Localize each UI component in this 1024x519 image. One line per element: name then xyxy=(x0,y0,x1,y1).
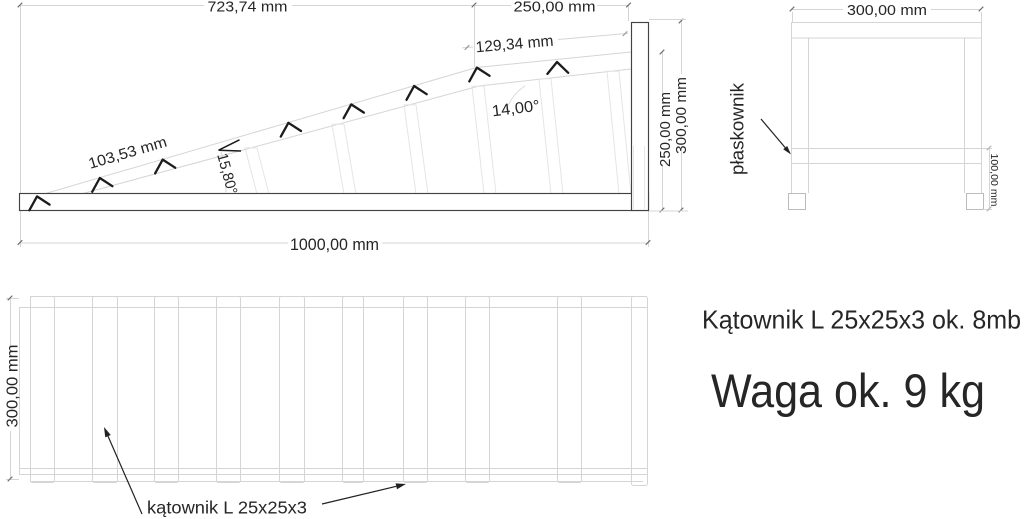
svg-text:250,00 mm: 250,00 mm xyxy=(514,0,596,16)
svg-text:100,00 mm: 100,00 mm xyxy=(988,154,1000,207)
svg-text:15,80°: 15,80° xyxy=(213,151,240,196)
svg-text:1000,00 mm: 1000,00 mm xyxy=(290,236,379,254)
svg-text:300,00 mm: 300,00 mm xyxy=(673,77,690,154)
svg-text:300,00 mm: 300,00 mm xyxy=(847,2,927,19)
svg-text:Kątownik L 25x25x3 ok. 8mb: Kątownik L 25x25x3 ok. 8mb xyxy=(702,305,1021,335)
svg-text:250,00 mm: 250,00 mm xyxy=(657,92,674,167)
svg-text:723,74 mm: 723,74 mm xyxy=(208,0,288,16)
svg-text:300,00 mm: 300,00 mm xyxy=(5,345,22,428)
svg-text:129,34 mm: 129,34 mm xyxy=(475,33,554,57)
svg-text:Waga ok. 9 kg: Waga ok. 9 kg xyxy=(711,364,985,417)
svg-text:kątownik L 25x25x3: kątownik L 25x25x3 xyxy=(147,498,307,518)
svg-text:14,00°: 14,00° xyxy=(491,98,541,121)
svg-text:103,53 mm: 103,53 mm xyxy=(86,134,169,173)
svg-text:płaskownik: płaskownik xyxy=(727,82,748,175)
